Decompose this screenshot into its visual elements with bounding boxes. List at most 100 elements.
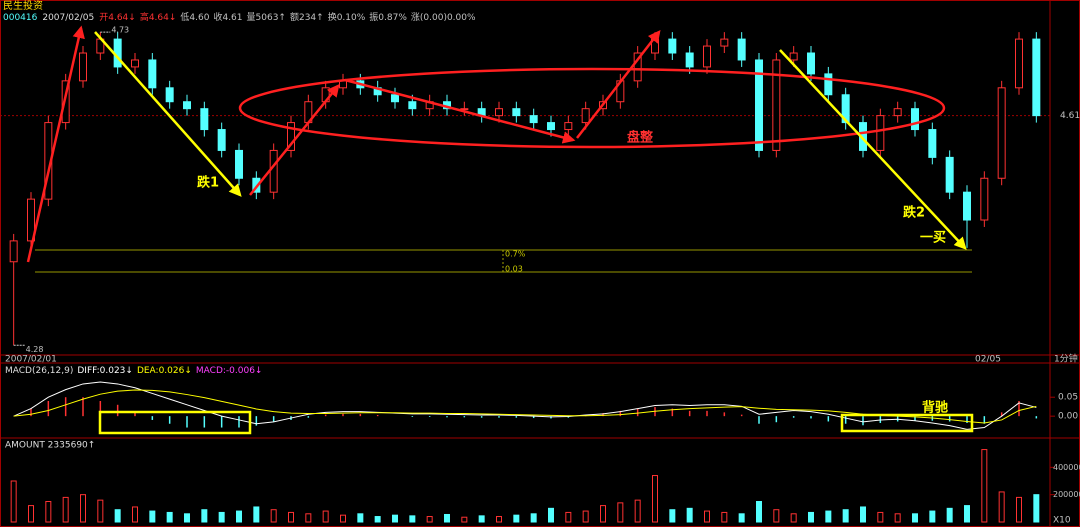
candle-body [269, 149, 278, 193]
amount-bar [946, 507, 953, 523]
annotation: 一买 [920, 231, 946, 246]
candle-body [287, 122, 295, 151]
amount-bar [461, 516, 468, 523]
candle-body [772, 59, 781, 151]
candle-body [945, 156, 954, 193]
amount-bar [114, 509, 121, 523]
amount-bar [340, 514, 346, 523]
amount-bar [45, 501, 52, 523]
quote-field: 低4.60 [180, 11, 209, 23]
amount-bar [392, 514, 398, 523]
amount-bar [28, 505, 34, 523]
quote-line: 000416 2007/02/05 开4.64↓ 高4.64↓ 低4.60 收4.61 量5… [3, 11, 476, 23]
candle-body [148, 59, 157, 89]
amount-bar [773, 509, 780, 523]
amount-bar [201, 509, 208, 523]
quote-field: 收4.61 [213, 11, 242, 23]
amount-bar [288, 511, 294, 523]
candle-body [217, 129, 226, 151]
amount-bar [565, 511, 572, 523]
macd-line [13, 381, 1037, 430]
candle-body [737, 38, 746, 61]
amount-bar [409, 515, 416, 523]
min-marker: 4.28 [26, 345, 44, 354]
annotation: 盘整 [627, 130, 654, 146]
candle-body [633, 52, 642, 82]
max-marker: 4.73 [111, 26, 129, 35]
candle-body [928, 129, 937, 158]
candle-body [183, 101, 191, 110]
candle-body [564, 122, 573, 131]
stock-name: 民生投资 [3, 0, 43, 12]
trend-arrow [94, 31, 242, 197]
candle-body [200, 108, 209, 131]
candle-body [668, 38, 677, 54]
candle-body [980, 177, 989, 221]
candle-body [963, 191, 971, 221]
trend-arrow [576, 30, 661, 139]
candle-body [685, 52, 694, 68]
candle-body [495, 108, 503, 117]
trend-arrow [779, 49, 967, 250]
amount-bar [322, 510, 329, 523]
quote-field: 高4.64↓ [140, 11, 177, 23]
candle-body [581, 108, 590, 124]
candle-body [755, 59, 763, 151]
candle-body [1032, 38, 1041, 117]
amount-bar [1016, 496, 1022, 523]
amount-bar [236, 510, 242, 523]
amount-bar [218, 511, 225, 523]
amount-bar [478, 515, 485, 523]
amount-bar [929, 510, 936, 523]
candle-body [807, 52, 815, 75]
highlight-box [840, 413, 974, 433]
amount-bar [912, 513, 918, 523]
scale-label: X10 [1053, 516, 1071, 526]
drawing-overlay: 跌1 盘整 跌2 一买 背驰 [26, 25, 974, 435]
candle-body [391, 94, 399, 103]
annotation: 跌2 [903, 205, 925, 221]
amount-bar [686, 507, 693, 523]
trend-arrow [26, 25, 85, 263]
candle-body [1015, 38, 1023, 89]
amount-bar [426, 516, 433, 523]
candle-body [512, 108, 521, 117]
amount-bar [270, 509, 277, 523]
amount-bar [790, 513, 797, 523]
candle-body [408, 101, 417, 110]
amount-bar [80, 494, 86, 523]
amount-bar [652, 475, 658, 523]
candle-body [824, 73, 833, 96]
amount-bar [860, 506, 866, 523]
quote-field: 额234↑ [290, 11, 324, 23]
macd-header: MACD(26,12,9) DIFF:0.023↓ DEA:0.026↓ MACD:-… [5, 366, 262, 376]
macd-title: MACD(26,12,9) [5, 366, 73, 376]
candle-body [529, 115, 538, 124]
amount-bar [721, 511, 728, 523]
amount-bar [582, 510, 589, 523]
amount-bar [842, 509, 849, 523]
level-label: 0.7% [505, 250, 526, 259]
candle-body [789, 52, 798, 61]
highlight-box [98, 410, 252, 435]
amount-bar [305, 513, 312, 523]
amount-bar [877, 511, 884, 523]
candle-body [547, 122, 555, 131]
y-tick-label: 0.05 [1058, 393, 1078, 403]
macd-readout: DIFF:0.023↓ [77, 366, 133, 376]
quote-date: 2007/02/05 [42, 13, 94, 23]
trend-arrow [344, 78, 576, 144]
candle-body [703, 45, 711, 68]
amount-bar [149, 510, 156, 523]
candle-body [61, 80, 70, 124]
amount-bar [964, 505, 970, 523]
candle-body [876, 115, 885, 151]
candle-body [720, 38, 729, 47]
amount-bar [530, 513, 537, 523]
candle-body [165, 87, 174, 103]
candle-body [9, 240, 18, 263]
amount-bar [981, 449, 988, 523]
candle-body [235, 149, 243, 179]
